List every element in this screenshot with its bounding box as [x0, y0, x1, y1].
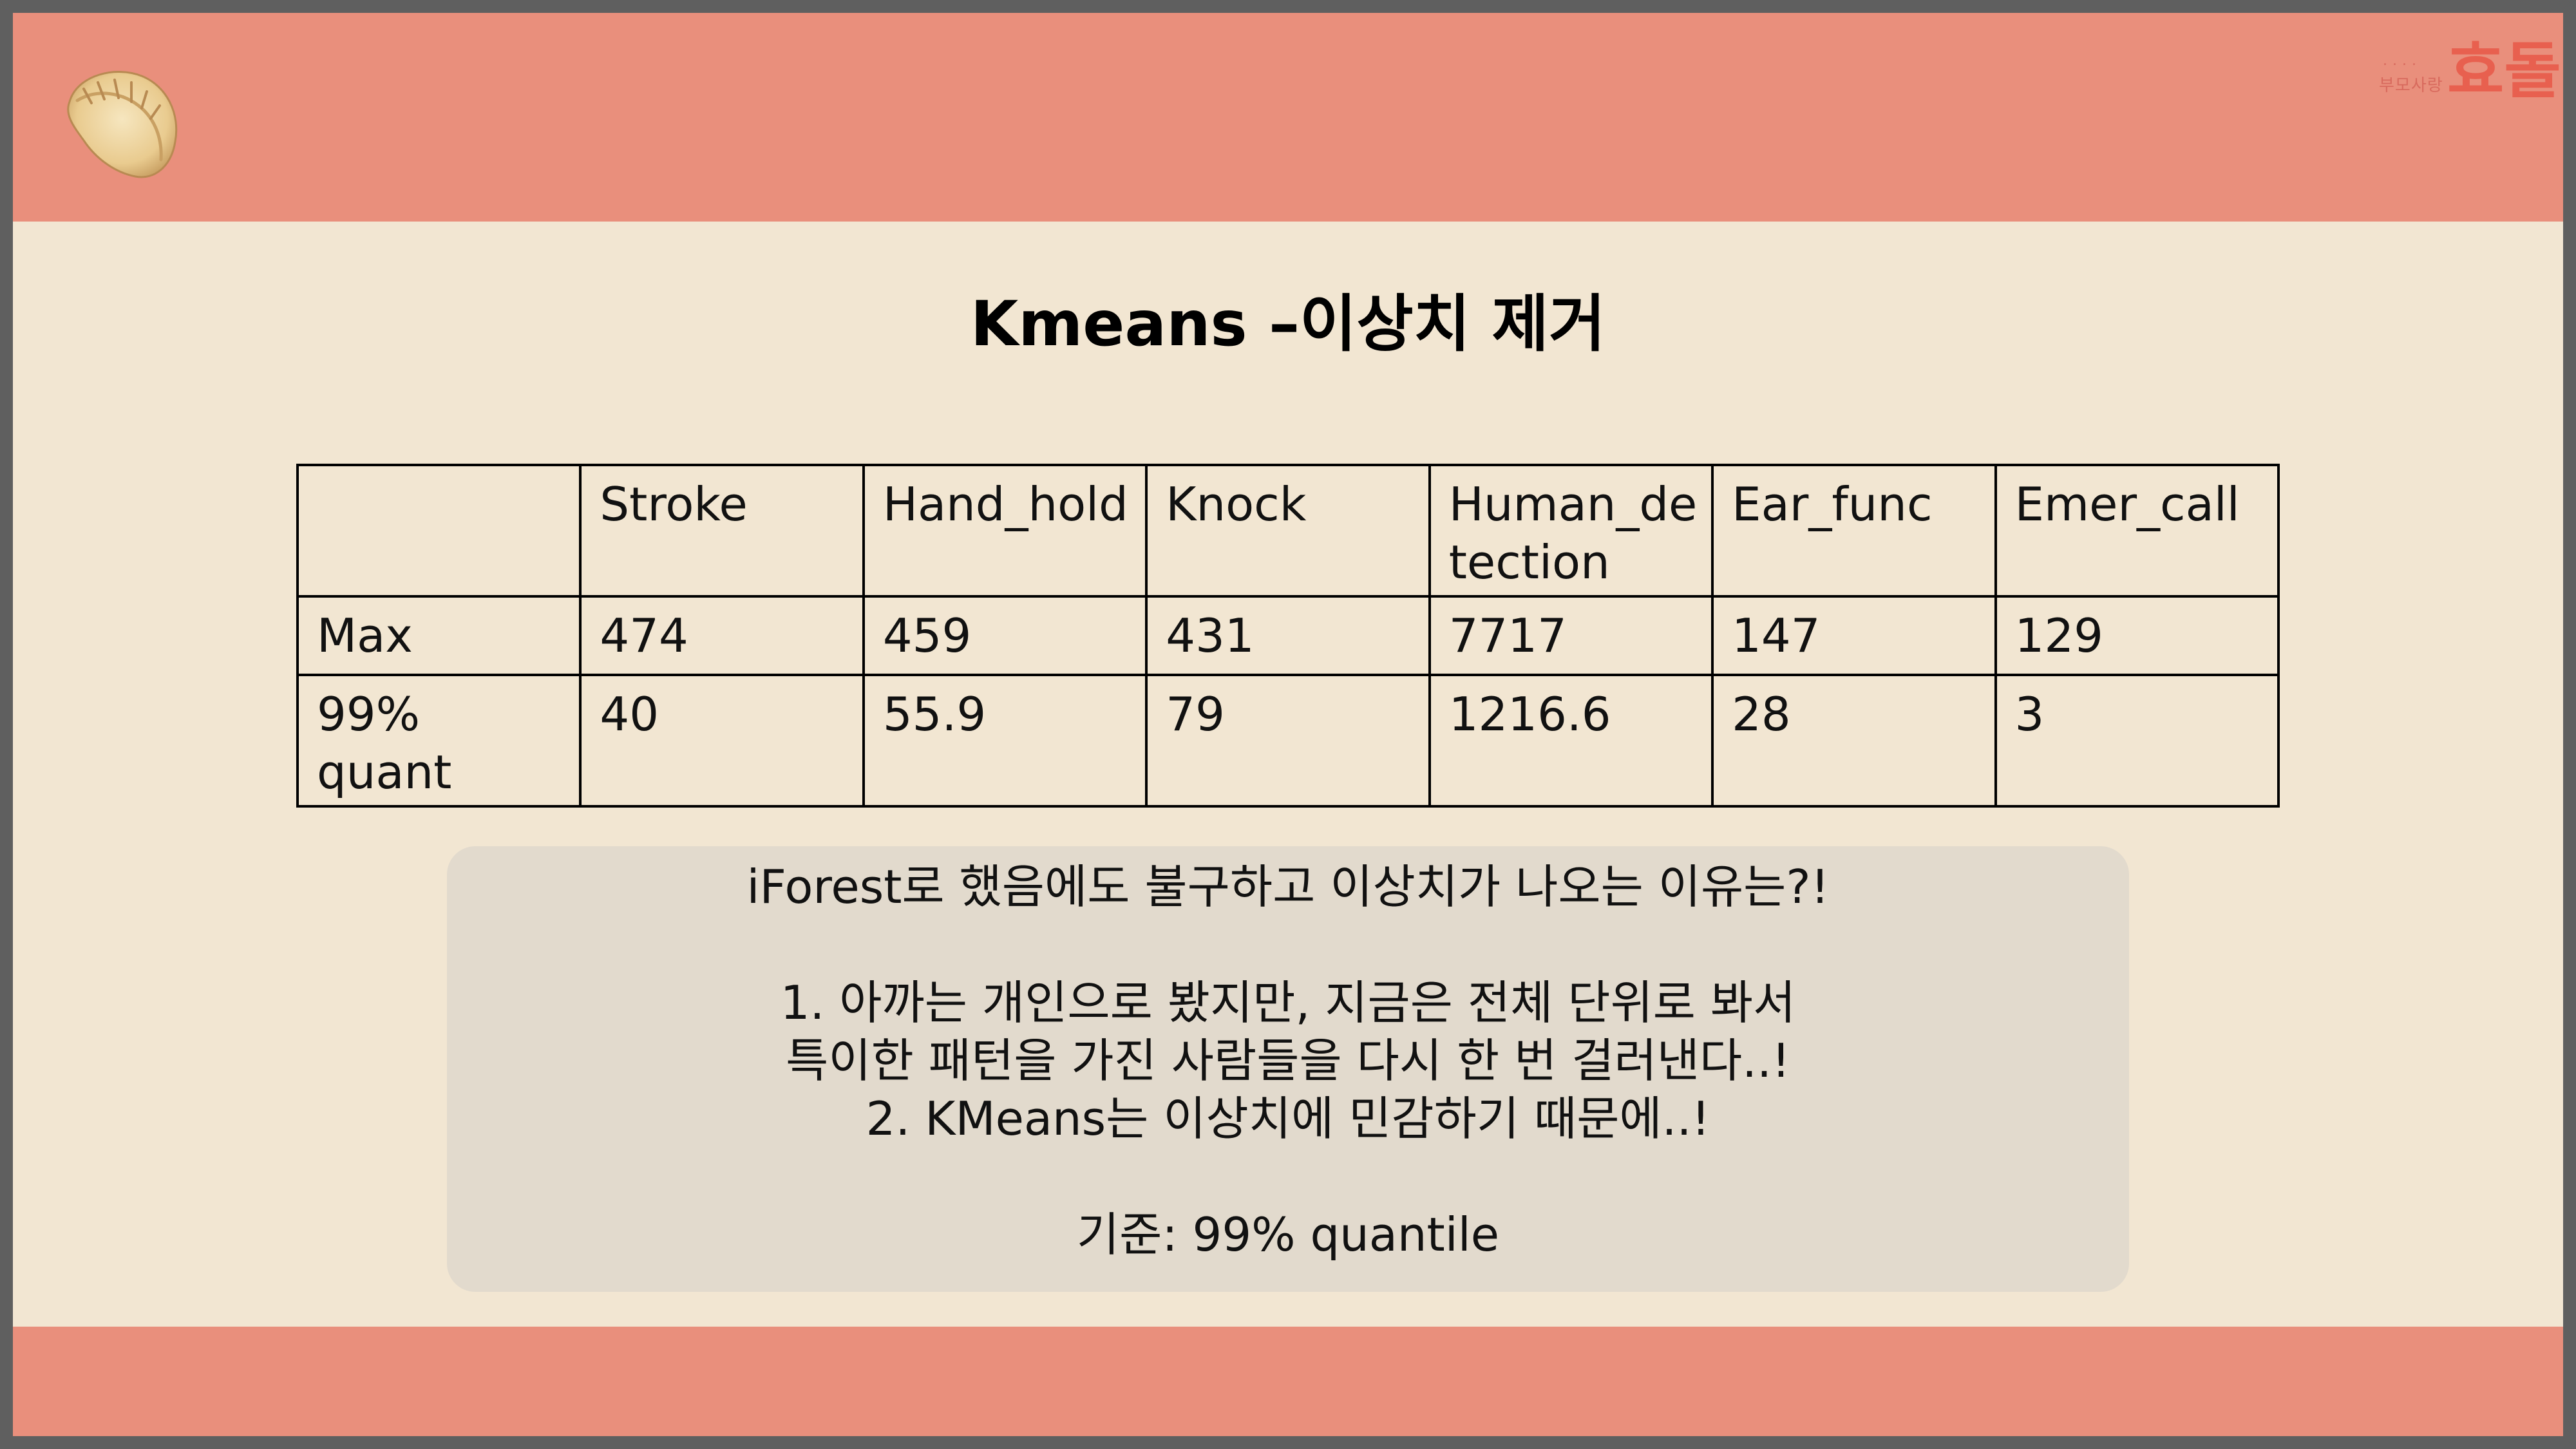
table-row: Max 474 459 431 7717 147 129 — [296, 595, 2280, 676]
table-header-cell: Stroke — [579, 464, 865, 598]
logo-subtitle: 부모사랑 — [2379, 76, 2443, 95]
dumpling-icon — [67, 71, 178, 178]
table-header-cell: Hand_hold — [862, 464, 1148, 598]
note-reason1-line1: 1. 아까는 개인으로 봤지만, 지금은 전체 단위로 봐서 — [780, 976, 1796, 1030]
note-question: iForest로 했음에도 불구하고 이상치가 나오는 이유는?! — [746, 860, 1830, 914]
page-title: Kmeans –이상치 제거 — [970, 288, 1606, 360]
explanation-box: iForest로 했음에도 불구하고 이상치가 나오는 이유는?! 1. 아까는… — [447, 846, 2129, 1292]
table-header-cell — [296, 464, 582, 598]
table-cell: 79 — [1145, 674, 1431, 808]
table-header-cell: Knock — [1145, 464, 1431, 598]
brand-logo: .... 부모사랑 효돌 — [2376, 35, 2561, 112]
table-cell: 7717 — [1428, 595, 1714, 676]
table-cell: 431 — [1145, 595, 1431, 676]
note-reason1-line2: 특이한 패턴을 가진 사람들을 다시 한 번 걸러낸다..! — [786, 1034, 1790, 1088]
table-cell: 147 — [1711, 595, 1997, 676]
note-spacer — [447, 1148, 2129, 1206]
note-reason2: 2. KMeans는 이상치에 민감하기 때문에..! — [866, 1092, 1710, 1146]
table-header-cell: Emer_call — [1994, 464, 2280, 598]
table-row: 99% quant 40 55.9 79 1216.6 28 3 — [296, 674, 2280, 808]
table-cell: 459 — [862, 595, 1148, 676]
note-spacer — [447, 916, 2129, 974]
table-cell: 28 — [1711, 674, 1997, 808]
table-cell: 40 — [579, 674, 865, 808]
table-cell: 129 — [1994, 595, 2280, 676]
table-cell: Max — [296, 595, 582, 676]
table-header-cell: Human_de tection — [1428, 464, 1714, 598]
note-criterion: 기준: 99% quantile — [1076, 1208, 1500, 1262]
table-cell: 1216.6 — [1428, 674, 1714, 808]
table-cell: 99% quant — [296, 674, 582, 808]
header-band — [13, 13, 2563, 222]
table-cell: 474 — [579, 595, 865, 676]
logo-dots: .... — [2383, 53, 2421, 69]
table-cell: 55.9 — [862, 674, 1148, 808]
table-header-row: Stroke Hand_hold Knock Human_de tection … — [296, 464, 2280, 598]
logo-title: 효돌 — [2447, 35, 2561, 107]
slide: .... 부모사랑 효돌 Kmeans –이상치 제거 Stroke Hand_… — [13, 13, 2563, 1436]
outlier-table: Stroke Hand_hold Knock Human_de tection … — [296, 464, 2280, 808]
table-header-cell: Ear_func — [1711, 464, 1997, 598]
table-cell: 3 — [1994, 674, 2280, 808]
footer-band — [13, 1327, 2563, 1436]
